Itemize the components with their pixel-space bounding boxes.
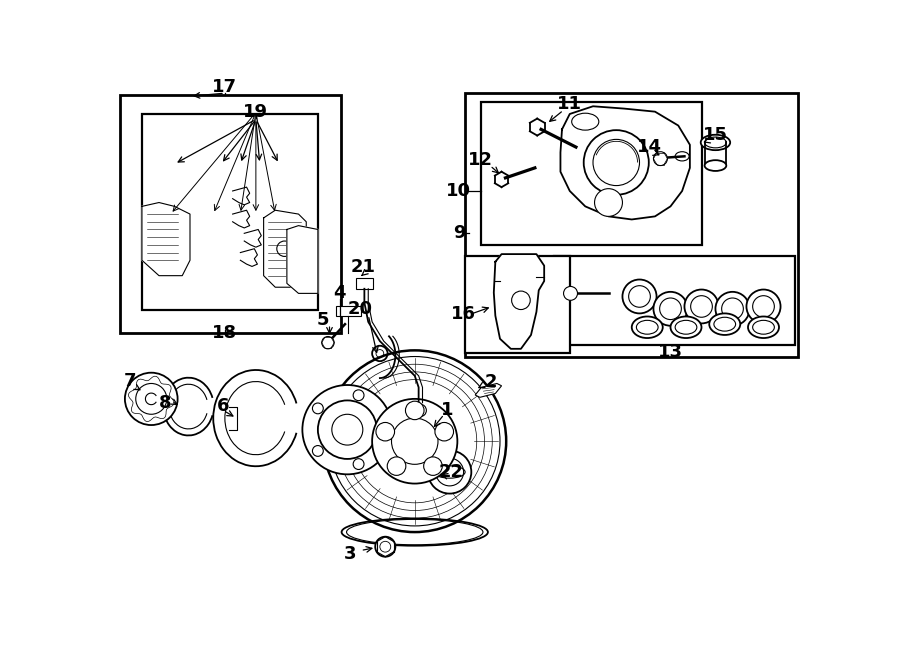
Circle shape — [623, 280, 656, 313]
Text: 17: 17 — [212, 78, 238, 96]
Text: 22: 22 — [438, 463, 464, 481]
Circle shape — [746, 290, 780, 323]
Ellipse shape — [572, 113, 598, 130]
Polygon shape — [264, 210, 306, 288]
Circle shape — [322, 336, 334, 349]
Circle shape — [376, 422, 394, 441]
Text: 18: 18 — [212, 325, 238, 342]
Text: 19: 19 — [243, 102, 268, 121]
Ellipse shape — [701, 135, 730, 150]
Text: 5: 5 — [317, 311, 329, 329]
Bar — [465, 93, 798, 356]
Ellipse shape — [748, 317, 779, 338]
Text: 21: 21 — [350, 258, 375, 276]
Circle shape — [716, 292, 750, 326]
Ellipse shape — [705, 160, 726, 171]
Bar — [356, 278, 373, 289]
Text: 3: 3 — [344, 545, 356, 563]
Circle shape — [387, 457, 406, 475]
Circle shape — [435, 422, 454, 441]
Text: 1: 1 — [441, 401, 454, 420]
Circle shape — [405, 401, 424, 420]
Circle shape — [375, 537, 395, 557]
Text: 9: 9 — [453, 224, 465, 243]
Bar — [121, 95, 341, 333]
Text: 14: 14 — [637, 138, 662, 156]
Circle shape — [312, 446, 323, 456]
Bar — [481, 102, 701, 245]
Polygon shape — [142, 202, 190, 276]
Text: 8: 8 — [159, 394, 172, 412]
Ellipse shape — [709, 313, 740, 335]
Polygon shape — [494, 254, 544, 349]
Ellipse shape — [632, 317, 662, 338]
Circle shape — [353, 390, 364, 401]
Circle shape — [414, 405, 427, 416]
Text: 15: 15 — [703, 126, 728, 143]
Text: 10: 10 — [446, 182, 472, 200]
Bar — [554, 256, 795, 345]
Text: 20: 20 — [348, 300, 373, 318]
Bar — [142, 114, 318, 310]
Circle shape — [685, 290, 718, 323]
Text: 16: 16 — [451, 305, 476, 323]
Bar — [336, 307, 361, 316]
Text: 4: 4 — [333, 284, 346, 302]
Ellipse shape — [670, 317, 701, 338]
Text: 13: 13 — [658, 343, 683, 361]
Circle shape — [353, 459, 364, 469]
Bar — [465, 256, 570, 353]
Circle shape — [511, 291, 530, 309]
Circle shape — [125, 373, 177, 425]
Text: 7: 7 — [123, 372, 136, 390]
Circle shape — [653, 292, 688, 326]
Text: 6: 6 — [217, 397, 230, 415]
Polygon shape — [287, 225, 318, 293]
Circle shape — [595, 188, 623, 216]
Circle shape — [312, 403, 323, 414]
Circle shape — [302, 385, 392, 475]
Circle shape — [378, 424, 389, 435]
Circle shape — [372, 399, 457, 484]
Polygon shape — [561, 106, 690, 219]
Circle shape — [428, 450, 472, 494]
Text: 2: 2 — [484, 373, 497, 391]
Circle shape — [318, 401, 377, 459]
Circle shape — [424, 457, 442, 475]
Ellipse shape — [675, 152, 689, 161]
Circle shape — [653, 152, 668, 165]
Circle shape — [563, 286, 578, 300]
Polygon shape — [475, 383, 501, 397]
Text: 12: 12 — [468, 151, 493, 169]
Circle shape — [584, 130, 649, 195]
Text: 11: 11 — [557, 95, 582, 113]
